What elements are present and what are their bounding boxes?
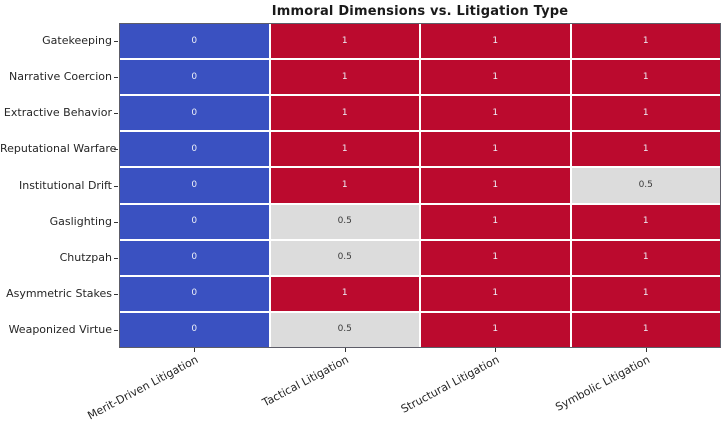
x-tick <box>194 348 195 352</box>
heatmap-cell: 1 <box>421 204 570 239</box>
y-tick <box>114 113 118 114</box>
y-axis-label: Extractive Behavior <box>3 106 112 120</box>
heatmap-cell: 1 <box>571 204 720 239</box>
y-tick <box>114 186 118 187</box>
heatmap-cell: 1 <box>571 276 720 311</box>
y-tick <box>114 77 118 78</box>
x-axis-label: Symbolic Litigation <box>553 353 652 414</box>
heatmap-cell: 1 <box>571 60 720 95</box>
heatmap-cell: 1 <box>571 312 720 347</box>
y-axis-labels: Gatekeeping Narrative Coercion Extractive … <box>0 0 117 418</box>
heatmap-cell: 0.5 <box>270 240 419 275</box>
heatmap-cell: 0.5 <box>571 168 720 203</box>
x-axis-label: Tactical Litigation <box>260 353 351 410</box>
heatmap-cell: 1 <box>270 60 419 95</box>
heatmap-cell: 1 <box>270 168 419 203</box>
heatmap-cell: 1 <box>571 96 720 131</box>
heatmap-cell: 1 <box>270 276 419 311</box>
y-axis-label: Weaponized Virtue <box>8 322 112 336</box>
y-tick <box>114 330 118 331</box>
heatmap-cell: 1 <box>270 132 419 167</box>
y-axis-label: Asymmetric Stakes <box>6 286 112 300</box>
heatmap-cell: 0 <box>120 204 269 239</box>
chart-title: Immoral Dimensions vs. Litigation Type <box>271 4 569 19</box>
y-axis-label: Gaslighting <box>49 214 112 228</box>
heatmap-cell: 1 <box>421 24 570 59</box>
y-tick <box>114 294 118 295</box>
heatmap-cell: 0 <box>120 132 269 167</box>
heatmap-cell: 0 <box>120 24 269 59</box>
heatmap-cell: 0 <box>120 96 269 131</box>
heatmap-cell: 1 <box>571 132 720 167</box>
heatmap-cell: 1 <box>571 24 720 59</box>
heatmap-cell: 0.5 <box>270 312 419 347</box>
heatmap-cell: 0 <box>120 240 269 275</box>
y-tick <box>114 41 118 42</box>
heatmap-cell: 1 <box>421 240 570 275</box>
x-axis-label: Structural Litigation <box>398 353 502 416</box>
heatmap-cell: 1 <box>421 276 570 311</box>
y-axis-label: Gatekeeping <box>42 34 112 48</box>
heatmap-cell: 1 <box>571 240 720 275</box>
y-axis-label: Chutzpah <box>59 250 112 264</box>
heatmap-cell: 0 <box>120 168 269 203</box>
y-tick <box>114 222 118 223</box>
y-axis-label: Narrative Coercion <box>9 70 112 84</box>
heatmap-cell: 1 <box>421 312 570 347</box>
y-tick <box>114 149 118 150</box>
heatmap-cell: 1 <box>270 96 419 131</box>
heatmap-cell: 0.5 <box>270 204 419 239</box>
y-axis-label: Reputational Warfare <box>0 142 117 156</box>
heatmap-cell: 1 <box>270 24 419 59</box>
heatmap-cell: 1 <box>421 96 570 131</box>
heatmap-cell: 0 <box>120 60 269 95</box>
heatmap-cell: 1 <box>421 60 570 95</box>
x-tick <box>345 348 346 352</box>
heatmap-cell: 1 <box>421 132 570 167</box>
y-axis-label: Institutional Drift <box>18 178 112 192</box>
heatmap-cell: 1 <box>421 168 570 203</box>
heatmap-cell: 0 <box>120 312 269 347</box>
heatmap-cell: 0 <box>120 276 269 311</box>
x-tick <box>495 348 496 352</box>
x-tick <box>646 348 647 352</box>
heatmap-grid: 0 1 1 1 0 1 1 1 0 1 1 1 0 1 1 1 0 1 1 0.5 0 0.5 1 1 0 0.5 1 1 0 1 1 1 0 0… <box>119 23 721 348</box>
y-tick <box>114 258 118 259</box>
